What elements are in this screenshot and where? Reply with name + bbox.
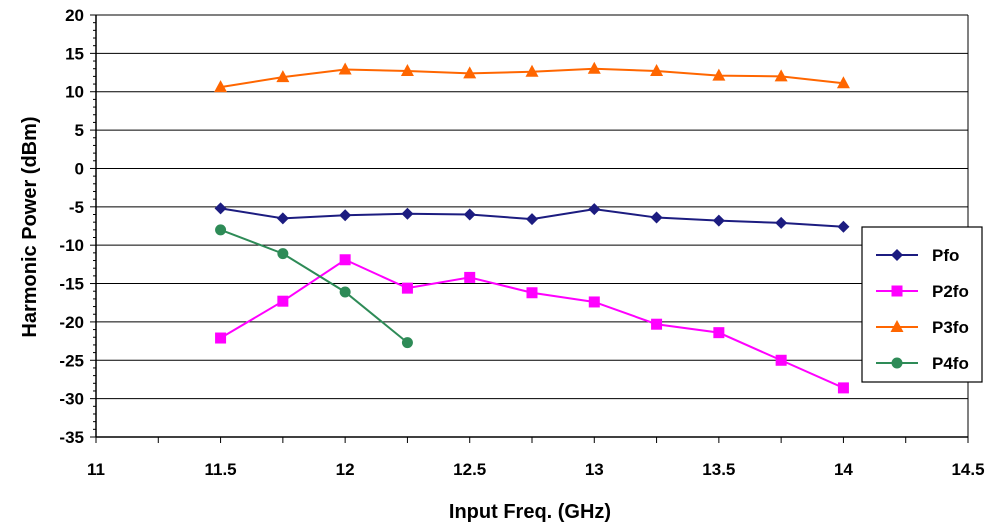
data-point [401,207,414,220]
legend-marker [890,320,904,332]
series-group [214,61,850,394]
data-point [215,224,227,236]
data-point [713,327,725,339]
y-tick-label: -25 [59,351,84,370]
data-point [836,76,850,89]
legend: Pfo P2fo P3fo P4fo [861,226,983,383]
x-tick-label: 12 [336,460,355,479]
data-point [276,212,289,225]
data-point [339,286,351,298]
data-point [526,213,538,226]
data-point [650,211,663,224]
data-point [277,248,289,260]
legend-marker [891,249,903,261]
data-point [774,69,788,82]
data-point [463,208,476,221]
legend-label: P3fo [932,318,969,337]
data-point [588,296,600,308]
x-tick-label: 11 [87,460,105,479]
x-tick-label: 14 [834,460,853,479]
legend-label: P4fo [932,354,969,373]
data-point [400,64,414,77]
data-point [464,271,476,283]
x-tick-label: 11.5 [204,460,236,479]
data-point [775,354,787,366]
x-tick-label: 13.5 [702,460,735,479]
series-p4fo [215,224,413,349]
data-point [526,287,538,299]
data-point [588,203,601,216]
data-point [712,68,726,81]
data-point [712,214,725,227]
y-tick-label: 5 [75,121,84,140]
data-point [214,202,227,215]
data-point [339,254,351,266]
data-point [587,61,601,74]
y-tick-label: 15 [65,44,84,63]
legend-label: P2fo [932,282,969,301]
y-tick-label: -20 [59,313,84,332]
y-tick-label: 20 [65,6,84,25]
x-tick-label: 12.5 [453,460,486,479]
legend-marker [891,285,903,297]
data-point [463,66,477,79]
series-line [220,258,844,389]
data-point [651,318,663,330]
data-point [277,295,289,307]
series-pfo [214,202,850,233]
y-tick-label: -30 [59,390,84,409]
y-tick-label: -35 [59,428,84,447]
data-point [276,70,290,83]
data-point [525,64,539,77]
y-tick-label: 0 [75,159,84,178]
y-tick-label: -10 [59,236,84,255]
series-p2fo [215,254,849,394]
data-point [775,216,788,229]
y-tick-label: -15 [59,275,84,294]
y-tick-label: -5 [69,198,84,217]
data-point [401,337,413,349]
legend-marker [891,357,903,369]
legend-label: Pfo [932,246,959,265]
x-tick-label: 13 [585,460,604,479]
series-line [220,228,409,344]
data-point [837,382,849,394]
x-axis-title: Input Freq. (GHz) [449,501,611,523]
data-point [339,209,352,222]
data-point [650,64,664,77]
data-point [401,282,413,294]
y-tick-label: 10 [65,83,84,102]
series-p3fo [214,61,850,93]
y-axis-title: Harmonic Power (dBm) [19,116,41,337]
data-point [214,80,228,93]
data-point [215,332,227,344]
legend-box [861,226,983,383]
data-point [338,62,352,75]
x-tick-label: 14.5 [951,460,984,479]
data-point [837,220,850,233]
